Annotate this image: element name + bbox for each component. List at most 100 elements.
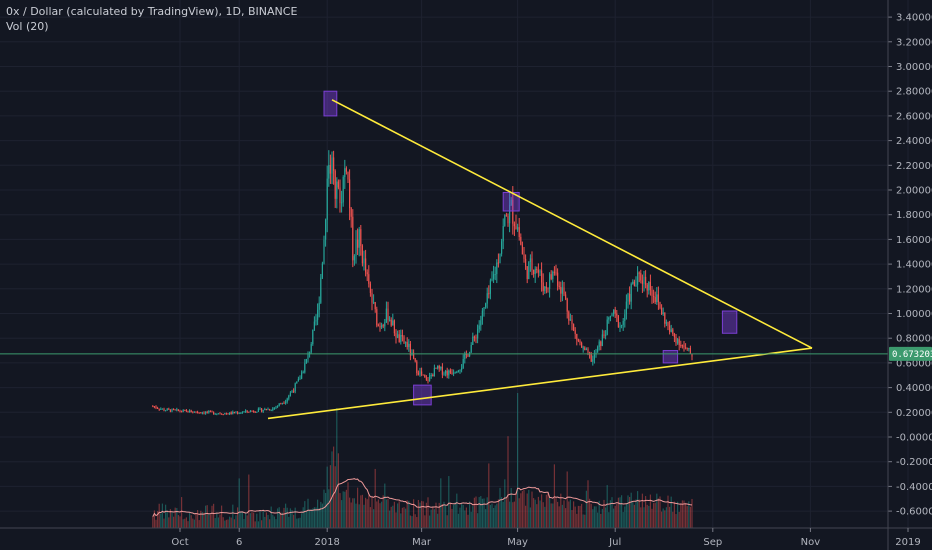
candle-body (653, 296, 655, 298)
candle-body (457, 370, 459, 373)
volume-bar (528, 489, 530, 528)
candle-body (230, 412, 232, 414)
volume-bar (195, 513, 197, 528)
candle-body (689, 348, 691, 354)
candle-body (232, 411, 234, 414)
candle-body (624, 314, 626, 321)
volume-bar (494, 505, 496, 528)
trendlines[interactable] (267, 99, 813, 420)
volume-bar (259, 511, 261, 528)
candle-body (611, 314, 613, 317)
candle-body (688, 348, 690, 350)
candle-body (547, 288, 549, 290)
candle-body (177, 409, 179, 411)
volume-bar (609, 500, 611, 528)
price-axis[interactable]: 3.400000 3.200000 3.000000 2.800000 2.600000… (887, 0, 932, 550)
candle-body (310, 344, 312, 353)
candle-body (419, 371, 421, 375)
candle-body (200, 412, 202, 414)
candle-body (555, 272, 557, 274)
candle-body (417, 373, 419, 375)
low-box[interactable] (413, 384, 432, 406)
volume-bar (592, 509, 594, 528)
volume-bar (539, 500, 541, 528)
volume-bar (542, 502, 544, 528)
volume-bar (454, 502, 456, 528)
volume-bar (368, 494, 370, 528)
x-tick-label: 6 (236, 537, 242, 548)
volume-bar (531, 491, 533, 528)
target-box[interactable] (721, 310, 738, 334)
volume-bar (504, 479, 506, 528)
candle-body (614, 309, 616, 314)
volume-bar (379, 503, 381, 528)
volume-bar (211, 505, 213, 528)
volume-bar (350, 502, 352, 528)
volume-bar (305, 510, 307, 528)
volume-bar (361, 494, 363, 528)
volume-bar (192, 518, 194, 528)
candle-body (270, 410, 272, 412)
volume-bar (569, 499, 571, 528)
symbol-title[interactable]: 0x / Dollar (calculated by TradingView),… (6, 5, 298, 18)
candle-body (339, 187, 341, 204)
volume-bar (241, 512, 243, 528)
candle-body (352, 216, 354, 261)
candle-body (545, 286, 547, 289)
candle-body (259, 408, 261, 410)
volume-bar (579, 505, 581, 528)
volume-bar (653, 503, 655, 528)
volume-bar (214, 518, 216, 528)
volume-bar (641, 493, 643, 528)
candle-body (638, 272, 640, 274)
candle-body (349, 179, 351, 209)
volume-bar (416, 517, 418, 528)
volume-bar (587, 480, 589, 528)
drawing-boxes[interactable] (323, 90, 738, 406)
candle-body (686, 347, 688, 349)
volume-bar (457, 513, 459, 528)
candle-body (427, 379, 429, 382)
trendline-lower[interactable] (267, 347, 813, 420)
volume-bar (344, 491, 346, 528)
candle-body (566, 298, 568, 312)
volume-indicator-label[interactable]: Vol (20) (6, 20, 49, 33)
volume-bar (315, 507, 317, 528)
candle-body (488, 293, 490, 295)
volume-bar (440, 478, 442, 528)
time-axis[interactable]: Oct 6 2018 Mar May Jul Sep Nov 2019 (0, 527, 932, 548)
candle-body (286, 398, 288, 402)
volume-bar (419, 502, 421, 528)
candle-body (350, 208, 352, 217)
candle-body (163, 408, 165, 411)
candle-body (233, 411, 235, 414)
trendline-upper[interactable] (331, 99, 813, 349)
y-tick-label: -0.600000 (896, 507, 932, 518)
candlesticks (152, 150, 693, 416)
volume-bar (217, 517, 219, 528)
volume-bar (677, 501, 679, 528)
volume-bar (257, 521, 259, 528)
candle-body (568, 311, 570, 321)
volume-bar (179, 516, 181, 528)
candle-body (478, 325, 480, 330)
volume-bar (545, 494, 547, 528)
volume-bar (339, 493, 341, 528)
volume-bar (585, 490, 587, 528)
volume-bar (669, 506, 671, 528)
candle-body (176, 409, 178, 411)
volume-bar (547, 492, 549, 528)
right-box[interactable] (662, 350, 679, 364)
peak-box[interactable] (323, 90, 338, 117)
candle-body (544, 286, 546, 291)
candle-body (449, 370, 451, 373)
volume-bar (565, 508, 567, 528)
volume-bar (352, 498, 354, 528)
candle-body (565, 294, 567, 299)
volume-bar (649, 494, 651, 528)
candle-body (502, 226, 504, 242)
volume-bar (345, 489, 347, 528)
candle-body (685, 347, 687, 349)
candle-body (549, 274, 551, 289)
